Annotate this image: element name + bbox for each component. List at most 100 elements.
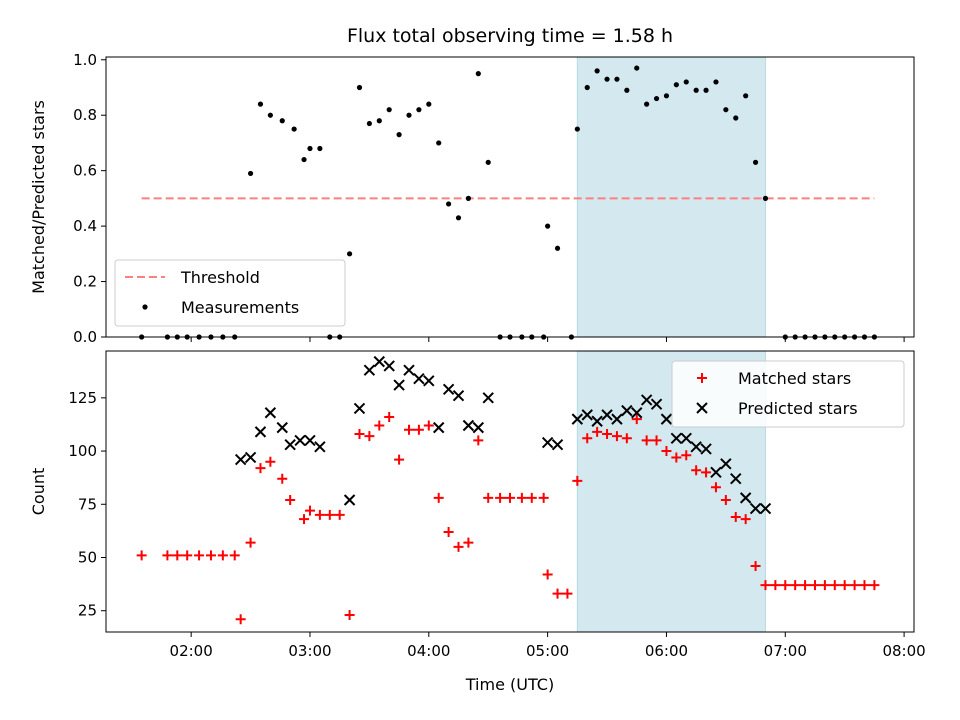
matched-stars-point <box>800 580 811 591</box>
matched-stars-point <box>592 426 603 437</box>
measurements-point <box>644 101 650 107</box>
measurements-point <box>426 101 432 107</box>
matched-stars-point <box>750 561 761 572</box>
measurements-point <box>663 93 670 99</box>
y-axis-label: Matched/Predicted stars <box>29 100 48 294</box>
legend: Threshold Measurements <box>114 259 346 327</box>
predicted-stars-point <box>700 443 712 455</box>
matched-stars-point <box>354 429 365 440</box>
measurements-point <box>257 101 264 107</box>
predicted-stars-point <box>343 494 356 506</box>
y-tick-label: 1.0 <box>73 51 97 69</box>
matched-stars-point <box>562 588 573 599</box>
matched-stars-point <box>314 509 325 520</box>
predicted-stars-point <box>423 375 435 387</box>
predicted-stars-point <box>541 436 554 449</box>
matched-stars-point <box>859 580 870 591</box>
matched-stars-point <box>433 492 444 503</box>
matched-stars-point <box>621 433 632 444</box>
y-tick-label: 50 <box>78 548 97 566</box>
measurements-point <box>713 79 719 85</box>
matched-stars-point <box>394 454 405 465</box>
predicted-stars-point <box>264 407 277 419</box>
measurements-point <box>267 112 273 118</box>
predicted-stars-point <box>254 426 267 438</box>
matched-stars-point <box>217 550 228 561</box>
matched-stars-point <box>701 467 712 478</box>
matched-stars-point <box>364 431 375 442</box>
count-panel: 25 50 75 100 125 02:00 03:00 04:00 05:00 06:00 07:… <box>29 350 926 660</box>
matched-stars-point <box>849 580 860 591</box>
plot-frame <box>105 350 915 633</box>
predicted-stars-point <box>363 364 376 376</box>
matched-stars-point <box>770 580 781 591</box>
y-tick-label: 25 <box>78 602 97 620</box>
matched-stars-point <box>265 456 276 467</box>
predicted-stars-point <box>730 473 742 485</box>
matched-stars-point <box>819 580 830 591</box>
x-tick-label: 05:00 <box>526 642 569 660</box>
measurements-point <box>733 115 739 121</box>
matched-stars-point <box>542 569 553 580</box>
measurements-point <box>604 76 610 82</box>
matched-stars-point <box>691 465 702 476</box>
predicted-stars-point <box>690 441 702 453</box>
matched-stars-point <box>720 495 731 506</box>
matched-stars-point <box>780 580 791 591</box>
measurements-point <box>386 107 392 113</box>
matched-stars-point <box>463 537 474 548</box>
predicted-stars-point <box>670 432 683 444</box>
legend-entry: Predicted stars <box>738 399 858 418</box>
matched-stars-point <box>516 492 527 503</box>
predicted-stars-point <box>482 392 494 404</box>
measurements-point <box>455 215 462 221</box>
legend-plus-handle <box>697 373 707 383</box>
matched-stars-point <box>136 550 147 561</box>
predicted-stars-point <box>551 438 564 451</box>
matched-stars-point <box>526 492 537 503</box>
matched-stars-point <box>538 492 549 503</box>
matched-stars-point <box>194 550 205 561</box>
matched-stars-point <box>229 550 240 561</box>
predicted-stars-point <box>749 502 762 515</box>
matched-stars-point <box>552 588 563 599</box>
measurements-point <box>673 82 679 88</box>
matched-stars-point <box>374 420 385 431</box>
x-tick-label: 06:00 <box>645 642 688 660</box>
y-tick-label: 0.2 <box>73 273 97 291</box>
predicted-stars-point <box>373 355 386 368</box>
predicted-stars-point <box>284 438 296 451</box>
chart-title: Flux total observing time = 1.58 h <box>347 25 673 47</box>
measurements-point <box>703 87 709 93</box>
matched-stars-point <box>334 509 345 520</box>
measurements-point <box>356 84 363 91</box>
predicted-stars-point <box>621 404 633 417</box>
predicted-stars-point <box>413 372 425 385</box>
x-tick-label: 03:00 <box>288 642 331 660</box>
measurements-point <box>291 126 297 132</box>
predicted-stars-point <box>660 413 673 425</box>
matched-stars-point <box>182 550 193 561</box>
predicted-stars-point <box>739 492 752 504</box>
predicted-stars-point <box>234 453 247 466</box>
matched-stars-point <box>473 435 484 446</box>
matched-stars-point <box>483 492 494 503</box>
predicted-stars-point <box>611 413 623 425</box>
predicted-stars-point <box>650 398 663 410</box>
x-tick-label: 07:00 <box>764 642 807 660</box>
predicted-stars-point <box>442 383 455 396</box>
measurements-point <box>317 145 323 152</box>
legend-box <box>671 360 905 428</box>
measurements-point <box>624 87 630 93</box>
measurements-point <box>247 170 254 177</box>
measurements-point <box>634 65 640 71</box>
measurements-point <box>693 87 699 93</box>
measurements-point <box>485 159 491 165</box>
measurements-point <box>653 95 660 102</box>
y-tick-label: 0.8 <box>73 106 97 124</box>
y-tick-label: 75 <box>78 495 97 513</box>
predicted-stars-point <box>452 389 465 402</box>
measurements-point <box>574 126 580 132</box>
matched-stars-point <box>671 452 682 463</box>
